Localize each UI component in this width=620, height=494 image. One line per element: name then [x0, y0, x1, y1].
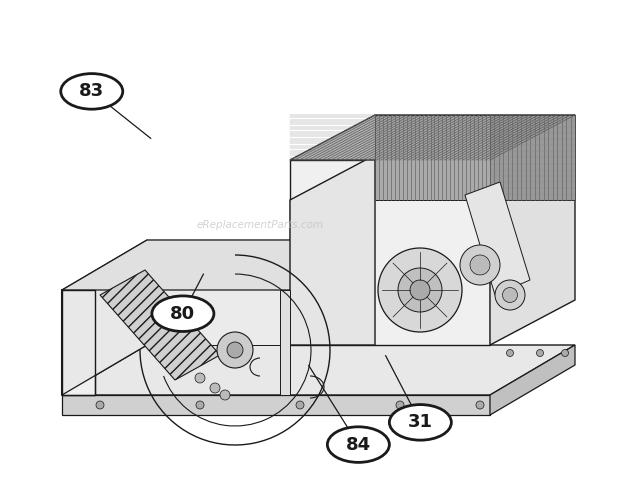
Circle shape [296, 401, 304, 409]
Circle shape [460, 245, 500, 285]
Polygon shape [290, 155, 375, 345]
Ellipse shape [389, 405, 451, 440]
Circle shape [227, 342, 243, 358]
Circle shape [398, 268, 442, 312]
Circle shape [495, 280, 525, 310]
Polygon shape [490, 345, 575, 415]
Polygon shape [375, 115, 490, 200]
Polygon shape [62, 240, 375, 290]
Ellipse shape [327, 427, 389, 462]
Text: 80: 80 [170, 305, 195, 323]
Circle shape [396, 401, 404, 409]
Text: eReplacementParts.com: eReplacementParts.com [197, 220, 324, 230]
Polygon shape [490, 115, 575, 200]
Polygon shape [147, 240, 375, 345]
Polygon shape [290, 160, 490, 345]
Polygon shape [280, 290, 290, 395]
Ellipse shape [152, 296, 214, 331]
Circle shape [562, 349, 569, 357]
Ellipse shape [61, 74, 123, 109]
Circle shape [410, 280, 430, 300]
Text: 31: 31 [408, 413, 433, 431]
Polygon shape [290, 115, 575, 160]
Polygon shape [490, 115, 575, 345]
Circle shape [378, 248, 462, 332]
Polygon shape [100, 270, 220, 380]
Text: 84: 84 [346, 436, 371, 453]
Circle shape [507, 349, 513, 357]
Circle shape [220, 390, 230, 400]
Polygon shape [62, 290, 95, 395]
Text: 83: 83 [79, 82, 104, 100]
Circle shape [502, 288, 518, 302]
Circle shape [196, 401, 204, 409]
Polygon shape [62, 395, 490, 415]
Circle shape [210, 383, 220, 393]
Polygon shape [62, 345, 575, 395]
Circle shape [195, 373, 205, 383]
Polygon shape [62, 240, 147, 395]
Circle shape [96, 401, 104, 409]
Polygon shape [465, 182, 530, 295]
Circle shape [470, 255, 490, 275]
Circle shape [476, 401, 484, 409]
Circle shape [536, 349, 544, 357]
Circle shape [217, 332, 253, 368]
